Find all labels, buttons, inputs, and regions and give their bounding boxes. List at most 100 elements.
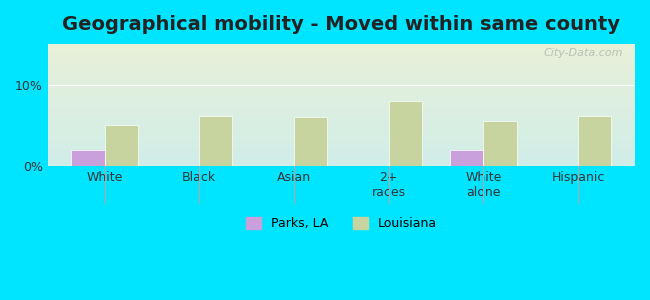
Bar (47, 114, 635, 115)
Bar (47, 52, 635, 54)
Bar (47, 45, 635, 46)
Bar (47, 115, 635, 116)
Bar (47, 72, 635, 73)
Bar (47, 146, 635, 147)
Bar (47, 77, 635, 78)
Bar (47, 153, 635, 154)
Bar (47, 161, 635, 163)
Bar (47, 110, 635, 111)
Bar (47, 164, 635, 165)
Bar (47, 123, 635, 124)
Bar (47, 70, 635, 71)
Bar (47, 154, 635, 155)
Bar (47, 74, 635, 76)
Bar (105, 125, 138, 166)
Bar (47, 94, 635, 95)
Bar (47, 73, 635, 74)
Bar (47, 90, 635, 92)
Bar (450, 150, 484, 166)
Bar (47, 46, 635, 48)
Bar (47, 104, 635, 105)
Bar (47, 124, 635, 126)
Bar (47, 136, 635, 137)
Title: Geographical mobility - Moved within same county: Geographical mobility - Moved within sam… (62, 15, 620, 34)
Bar (47, 82, 635, 83)
Bar (47, 121, 635, 122)
Bar (47, 87, 635, 88)
Bar (47, 131, 635, 132)
Bar (47, 88, 635, 89)
Bar (47, 62, 635, 64)
Bar (484, 122, 517, 166)
Bar (47, 93, 635, 94)
Bar (47, 101, 635, 103)
Bar (294, 117, 327, 166)
Bar (47, 133, 635, 134)
Bar (47, 100, 635, 101)
Bar (47, 68, 635, 70)
Bar (47, 111, 635, 112)
Bar (47, 139, 635, 140)
Bar (47, 98, 635, 99)
Bar (47, 81, 635, 82)
Bar (47, 80, 635, 81)
Bar (47, 50, 635, 51)
Bar (47, 78, 635, 80)
Bar (47, 155, 635, 156)
Bar (47, 61, 635, 62)
Bar (47, 127, 635, 128)
Bar (47, 118, 635, 120)
Bar (47, 66, 635, 67)
Bar (47, 147, 635, 148)
Bar (47, 71, 635, 72)
Bar (47, 99, 635, 100)
Bar (47, 144, 635, 145)
Bar (47, 49, 635, 50)
Bar (47, 89, 635, 90)
Bar (47, 130, 635, 131)
Bar (47, 48, 635, 49)
Bar (200, 116, 233, 166)
Bar (47, 163, 635, 164)
Bar (47, 116, 635, 117)
Bar (47, 138, 635, 139)
Bar (47, 44, 635, 45)
Bar (47, 158, 635, 159)
Bar (47, 64, 635, 65)
Bar (47, 67, 635, 68)
Bar (47, 137, 635, 138)
Bar (47, 117, 635, 119)
Bar (47, 159, 635, 160)
Bar (47, 122, 635, 123)
Bar (47, 58, 635, 60)
Bar (47, 109, 635, 110)
Bar (47, 132, 635, 133)
Bar (47, 106, 635, 107)
Bar (47, 95, 635, 97)
Bar (47, 128, 635, 130)
Text: City-Data.com: City-Data.com (544, 48, 623, 58)
Bar (47, 85, 635, 87)
Bar (47, 97, 635, 98)
Bar (47, 126, 635, 127)
Bar (47, 54, 635, 55)
Bar (47, 120, 635, 121)
Bar (47, 143, 635, 144)
Bar (47, 148, 635, 149)
Bar (47, 55, 635, 56)
Bar (47, 160, 635, 161)
Bar (47, 165, 635, 166)
Bar (47, 65, 635, 66)
Bar (47, 140, 635, 142)
Bar (47, 56, 635, 57)
Bar (47, 107, 635, 109)
Bar (72, 150, 105, 166)
Bar (389, 101, 422, 166)
Bar (47, 92, 635, 93)
Bar (47, 105, 635, 106)
Bar (47, 152, 635, 153)
Bar (47, 57, 635, 59)
Bar (47, 149, 635, 150)
Bar (47, 134, 635, 136)
Bar (47, 84, 635, 86)
